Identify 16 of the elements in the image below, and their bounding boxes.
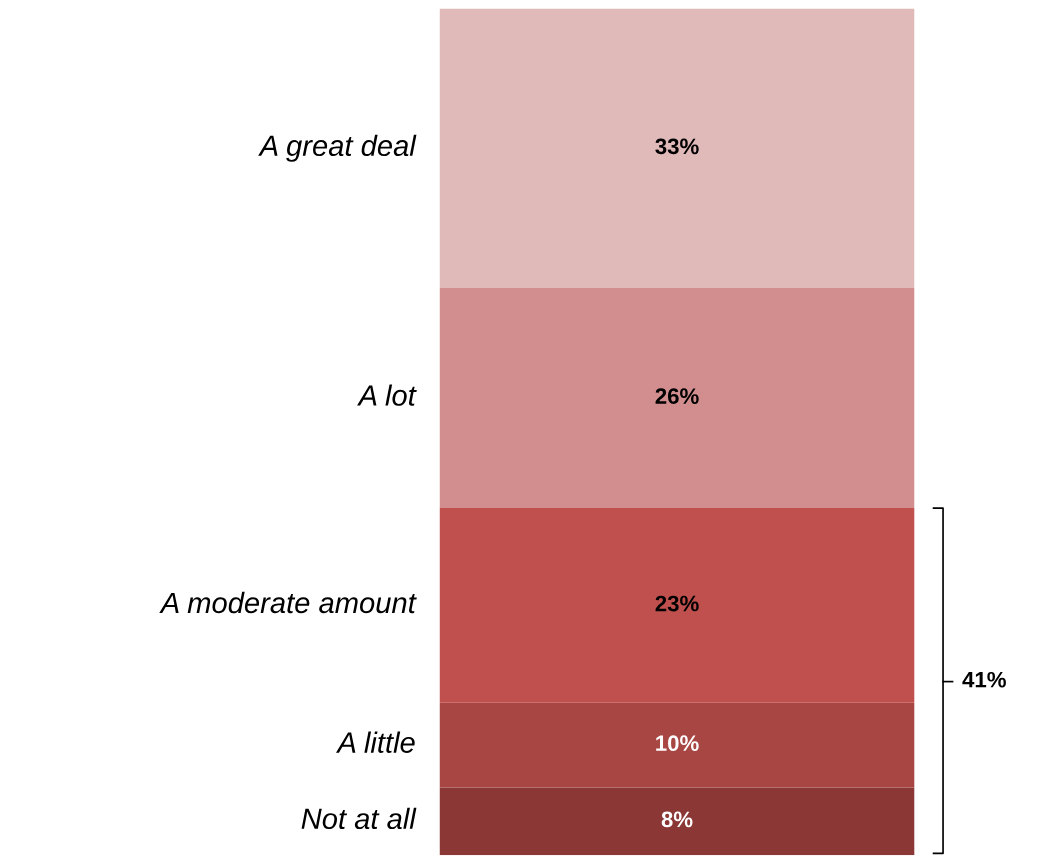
data-label: 23% — [655, 595, 699, 612]
data-label: 8% — [661, 811, 693, 828]
series-label: A great deal — [258, 134, 417, 162]
series-label: A moderate amount — [159, 591, 417, 614]
series-label: Not at all — [301, 807, 417, 830]
bar — [439, 702, 915, 788]
text: 41% — [962, 671, 1006, 688]
series-label: A lot — [357, 384, 417, 406]
series-label: A little — [336, 731, 415, 753]
bar — [439, 787, 915, 856]
data-label: 33% — [655, 138, 699, 155]
data-label: 26% — [655, 388, 699, 404]
bar — [439, 287, 915, 509]
data-label: 10% — [656, 735, 699, 752]
bar — [439, 508, 915, 703]
bar — [439, 8, 915, 288]
